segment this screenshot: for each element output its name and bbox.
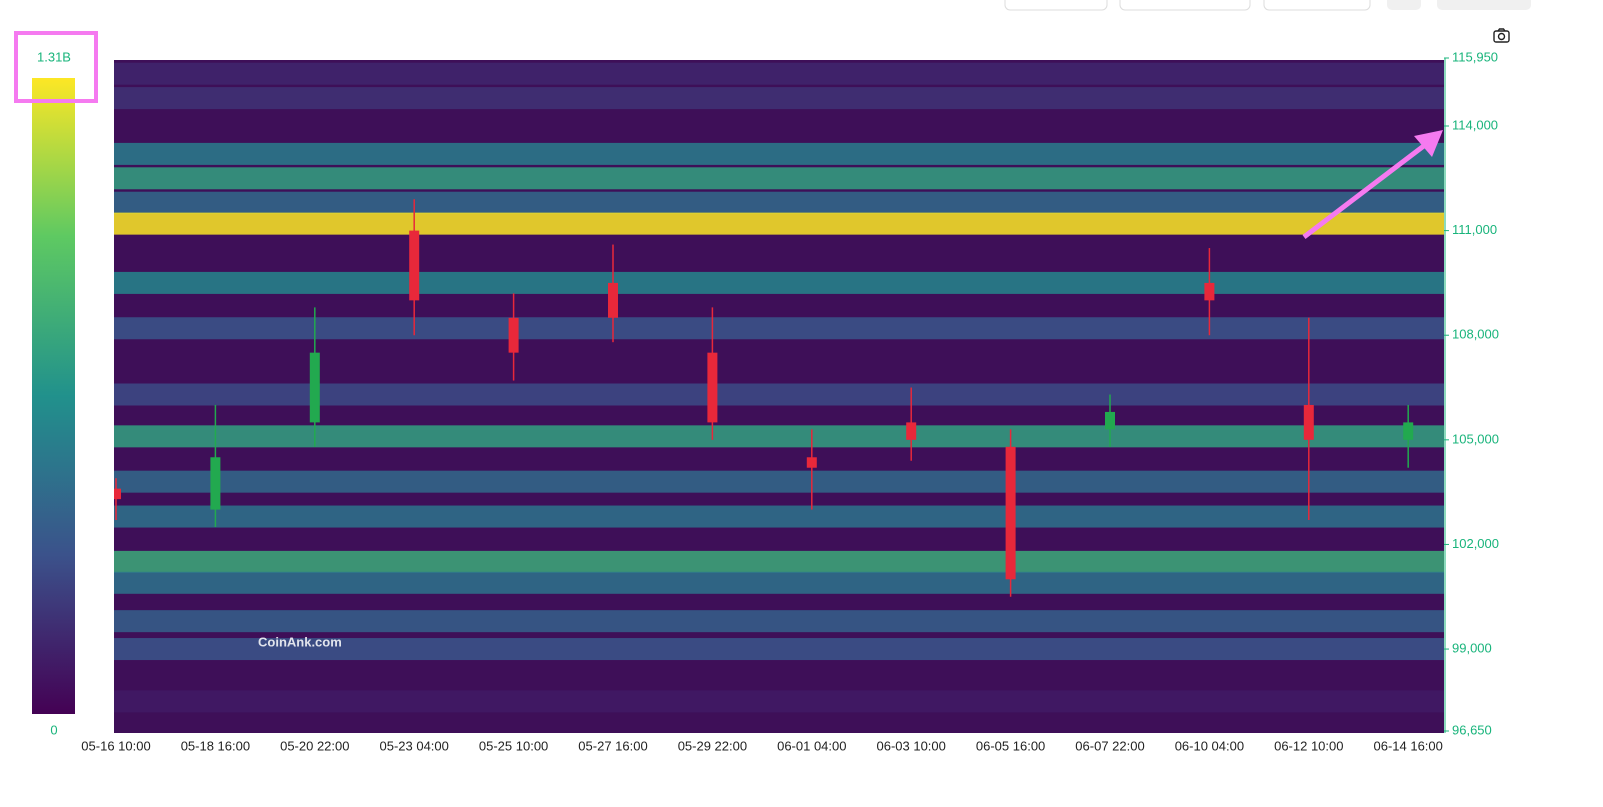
toolbar-button[interactable] bbox=[1387, 0, 1421, 10]
y-tick-label: 99,000 bbox=[1452, 640, 1492, 655]
x-tick-label: 06-07 22:00 bbox=[1075, 738, 1144, 753]
candle-body bbox=[707, 352, 718, 423]
highlight-box bbox=[14, 31, 98, 103]
candle-body bbox=[210, 457, 221, 510]
toolbar-button[interactable] bbox=[1004, 0, 1108, 11]
x-tick-label: 06-14 16:00 bbox=[1373, 738, 1442, 753]
candle-body bbox=[1403, 422, 1414, 440]
toolbar-button[interactable] bbox=[1263, 0, 1371, 11]
y-tick-label: 108,000 bbox=[1452, 327, 1499, 342]
colorbar-label: 1.31B bbox=[37, 49, 71, 64]
candle-body bbox=[1303, 404, 1314, 440]
candle-body bbox=[114, 488, 121, 500]
heat-band bbox=[114, 425, 1444, 448]
candle-body bbox=[806, 457, 817, 468]
heat-band bbox=[114, 571, 1444, 594]
heat-band bbox=[114, 550, 1444, 573]
colorbar bbox=[32, 78, 75, 714]
x-tick-label: 06-01 04:00 bbox=[777, 738, 846, 753]
colorbar-label: 0 bbox=[50, 722, 57, 737]
x-tick-label: 06-05 16:00 bbox=[976, 738, 1045, 753]
x-tick-label: 05-25 10:00 bbox=[479, 738, 548, 753]
candle-body bbox=[1204, 282, 1215, 301]
x-tick-label: 05-20 22:00 bbox=[280, 738, 349, 753]
heat-band bbox=[114, 191, 1444, 214]
x-tick-label: 05-27 16:00 bbox=[578, 738, 647, 753]
heat-band bbox=[114, 62, 1444, 85]
heat-band bbox=[114, 383, 1444, 406]
heat-band bbox=[114, 271, 1444, 294]
y-tick-label: 105,000 bbox=[1452, 431, 1499, 446]
camera-icon[interactable] bbox=[1493, 28, 1510, 43]
y-tick-label: 96,650 bbox=[1452, 722, 1492, 737]
arrow bbox=[1302, 130, 1443, 239]
candle-body bbox=[409, 230, 420, 301]
candle-body bbox=[508, 317, 519, 353]
x-tick-label: 05-18 16:00 bbox=[181, 738, 250, 753]
x-tick-label: 06-03 10:00 bbox=[876, 738, 945, 753]
heat-band bbox=[114, 610, 1444, 633]
toolbar-button[interactable] bbox=[1437, 0, 1531, 10]
x-tick-label: 05-29 22:00 bbox=[678, 738, 747, 753]
x-tick-label: 06-10 04:00 bbox=[1175, 738, 1244, 753]
plot-area bbox=[114, 62, 1444, 713]
heat-band bbox=[114, 470, 1444, 493]
y-tick-label: 115,950 bbox=[1452, 49, 1498, 64]
heat-band bbox=[114, 638, 1444, 661]
x-tick-label: 05-23 04:00 bbox=[379, 738, 448, 753]
heat-band bbox=[114, 87, 1444, 110]
candle-body bbox=[1005, 446, 1016, 580]
heat-band bbox=[114, 690, 1444, 713]
y-tick-label: 111,000 bbox=[1452, 222, 1497, 237]
heat-band bbox=[114, 505, 1444, 528]
candle-body bbox=[309, 352, 320, 423]
y-tick-label: 102,000 bbox=[1452, 536, 1499, 551]
y-tick-label: 114,000 bbox=[1452, 117, 1498, 132]
watermark: CoinAnk.com bbox=[258, 634, 342, 649]
heat-band bbox=[114, 317, 1444, 340]
heat-band bbox=[114, 212, 1444, 235]
x-tick-label: 05-16 10:00 bbox=[81, 738, 150, 753]
heat-band bbox=[114, 167, 1444, 190]
heat-band bbox=[114, 142, 1444, 165]
toolbar-button[interactable] bbox=[1119, 0, 1251, 11]
candle-body bbox=[608, 282, 618, 318]
candle-body bbox=[906, 422, 917, 440]
x-tick-label: 06-12 10:00 bbox=[1274, 738, 1343, 753]
candle-body bbox=[1105, 411, 1115, 430]
